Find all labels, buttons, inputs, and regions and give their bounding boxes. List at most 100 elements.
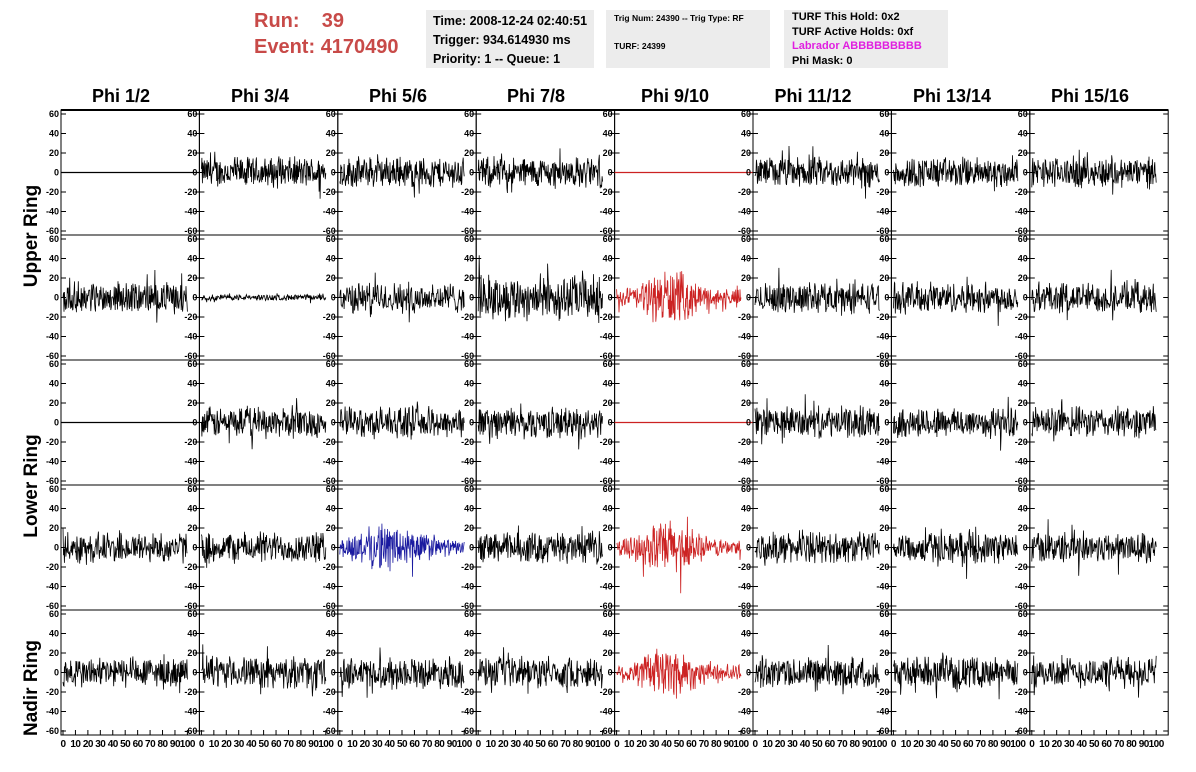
y-tick-label: 0 <box>192 543 197 553</box>
x-tick-label: 40 <box>384 739 395 750</box>
x-tick-label: 20 <box>775 739 786 750</box>
y-tick-label: -20 <box>461 312 474 322</box>
y-tick-label: 20 <box>603 398 613 408</box>
y-tick-label: -60 <box>323 476 336 486</box>
x-tick-label: 50 <box>674 739 685 750</box>
y-tick-label: 40 <box>1018 129 1028 139</box>
phi-mask-text: Phi Mask: 0 <box>792 54 853 67</box>
waveform-trace <box>1031 654 1157 698</box>
x-tick-label: 30 <box>95 739 106 750</box>
y-tick-label: -60 <box>738 601 751 611</box>
y-tick-label: -40 <box>46 707 59 717</box>
x-tick-label: 80 <box>573 739 584 750</box>
y-tick-label: 20 <box>1018 523 1028 533</box>
x-tick-label: 90 <box>308 739 319 750</box>
y-tick-label: 40 <box>49 129 59 139</box>
waveform-trace <box>201 644 327 697</box>
y-tick-label: -60 <box>600 226 613 236</box>
y-tick-label: 60 <box>187 484 197 494</box>
y-tick-label: 20 <box>1018 648 1028 658</box>
x-tick-label: 70 <box>837 739 848 750</box>
waveform-trace <box>754 145 880 199</box>
turf-active-holds: TURF Active Holds: 0xf <box>792 25 914 38</box>
y-tick-label: -20 <box>46 562 59 572</box>
x-tick-label: 70 <box>1114 739 1125 750</box>
x-tick-label: 70 <box>145 739 156 750</box>
x-tick-label: 60 <box>133 739 144 750</box>
y-tick-label: -40 <box>46 457 59 467</box>
y-tick-label: -20 <box>46 437 59 447</box>
y-tick-label: 40 <box>1018 254 1028 264</box>
waveform-trace <box>62 528 188 565</box>
y-tick-label: 40 <box>741 129 751 139</box>
y-tick-label: 40 <box>741 379 751 389</box>
x-tick-label: 40 <box>1076 739 1087 750</box>
x-tick-label: 60 <box>548 739 559 750</box>
y-tick-label: -40 <box>184 582 197 592</box>
y-tick-label: -20 <box>461 437 474 447</box>
y-tick-label: -60 <box>184 351 197 361</box>
x-tick-label: 90 <box>585 739 596 750</box>
y-tick-label: -60 <box>738 726 751 736</box>
y-tick-label: -60 <box>46 226 59 236</box>
x-tick-label: 20 <box>221 739 232 750</box>
y-tick-label: -60 <box>46 351 59 361</box>
y-tick-label: -60 <box>600 601 613 611</box>
y-tick-label: -40 <box>461 207 474 217</box>
y-tick-label: -40 <box>600 207 613 217</box>
run-value: 39 <box>321 10 345 32</box>
x-tick-label: 10 <box>901 739 912 750</box>
y-tick-label: 60 <box>49 359 59 369</box>
y-tick-label: -20 <box>461 687 474 697</box>
y-tick-label: 60 <box>187 234 197 244</box>
y-tick-label: 40 <box>464 504 474 514</box>
y-tick-label: -40 <box>876 582 889 592</box>
y-tick-label: 20 <box>49 648 59 658</box>
x-tick-label: 90 <box>862 739 873 750</box>
waveform-trace <box>616 648 742 699</box>
y-tick-label: 40 <box>741 504 751 514</box>
waveform-trace <box>893 396 1019 451</box>
y-tick-label: -60 <box>738 476 751 486</box>
y-tick-label: 40 <box>603 254 613 264</box>
y-tick-label: 60 <box>741 109 751 119</box>
y-tick-label: -20 <box>323 562 336 572</box>
waveform-trace <box>477 647 603 694</box>
y-tick-label: 60 <box>326 109 336 119</box>
y-tick-label: 20 <box>879 148 889 158</box>
y-tick-label: 40 <box>464 129 474 139</box>
y-tick-label: -20 <box>876 437 889 447</box>
y-tick-label: 20 <box>464 523 474 533</box>
y-tick-label: -40 <box>184 707 197 717</box>
x-tick-label: 80 <box>711 739 722 750</box>
y-tick-label: 0 <box>192 668 197 678</box>
y-tick-label: -20 <box>876 687 889 697</box>
x-tick-label: 60 <box>686 739 697 750</box>
turf-text: TURF: 24399 <box>614 41 666 51</box>
x-tick-label: 100 <box>872 739 888 750</box>
x-tick-label: 30 <box>510 739 521 750</box>
y-tick-label: -20 <box>46 187 59 197</box>
y-tick-label: 40 <box>326 379 336 389</box>
y-tick-label: 20 <box>49 523 59 533</box>
x-tick-label: 30 <box>234 739 245 750</box>
y-tick-label: 0 <box>608 293 613 303</box>
x-tick-label: 30 <box>1064 739 1075 750</box>
y-tick-label: 20 <box>187 273 197 283</box>
y-tick-label: 0 <box>192 293 197 303</box>
y-tick-label: -20 <box>738 687 751 697</box>
y-tick-label: -60 <box>323 351 336 361</box>
y-tick-label: 40 <box>464 254 474 264</box>
y-tick-label: -20 <box>184 187 197 197</box>
y-tick-label: 0 <box>1023 293 1028 303</box>
y-tick-label: 60 <box>326 484 336 494</box>
y-tick-label: -40 <box>46 582 59 592</box>
x-tick-label: 20 <box>83 739 94 750</box>
y-tick-label: -60 <box>600 726 613 736</box>
y-tick-label: -60 <box>876 601 889 611</box>
y-tick-label: -20 <box>323 687 336 697</box>
y-tick-label: 20 <box>1018 398 1028 408</box>
y-tick-label: -40 <box>461 332 474 342</box>
column-header-phi-9-10: Phi 9/10 <box>640 86 710 106</box>
y-tick-label: -40 <box>738 707 751 717</box>
